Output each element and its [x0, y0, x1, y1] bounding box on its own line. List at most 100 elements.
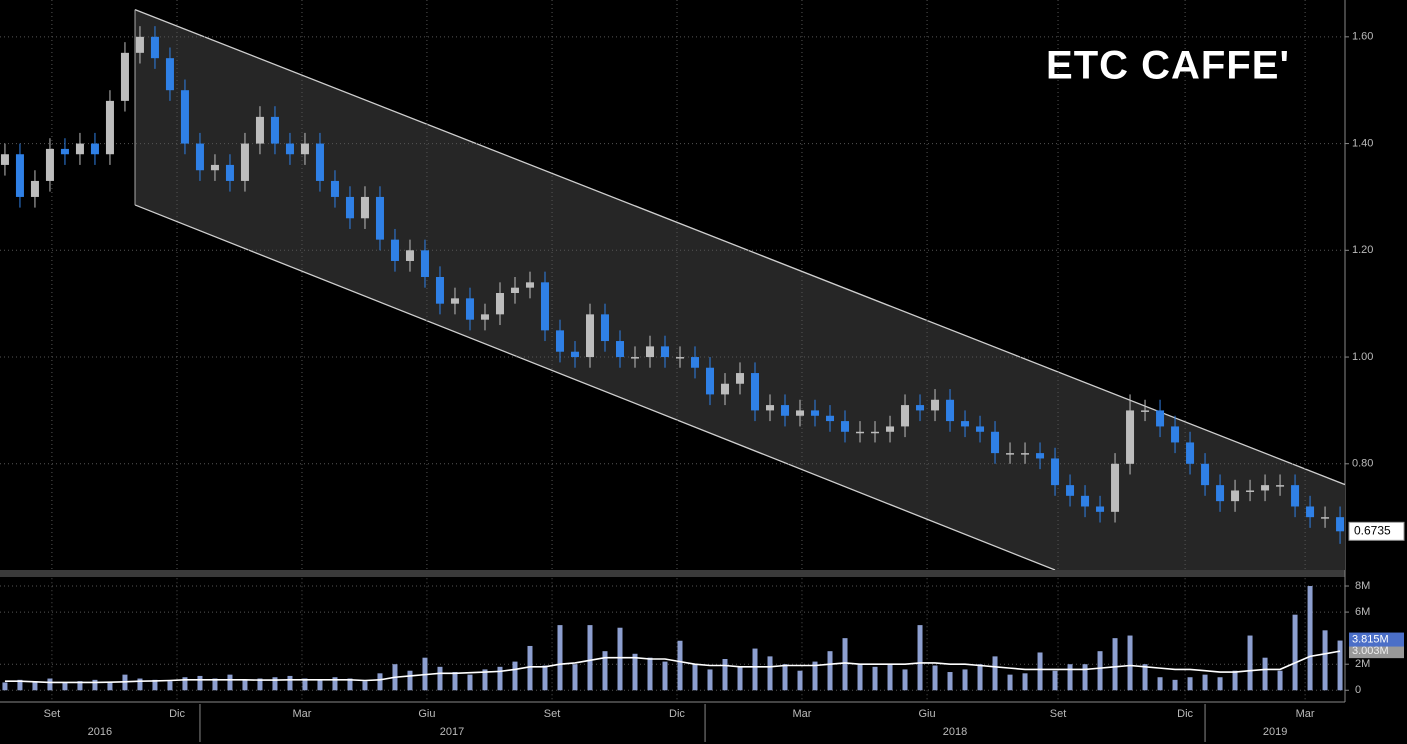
candle-body: [1096, 506, 1105, 512]
candle-body: [540, 282, 549, 331]
candle-body: [225, 164, 234, 181]
x-tick-label: Giu: [919, 708, 936, 720]
volume-bar: [962, 669, 968, 691]
candle-body: [525, 282, 534, 288]
candle-body: [1036, 453, 1045, 459]
candle-body: [15, 154, 24, 197]
year-label: 2018: [943, 726, 967, 738]
volume-bar: [1262, 657, 1268, 691]
volume-bar: [1202, 674, 1208, 691]
candle-body: [1306, 506, 1315, 518]
volume-bar: [1187, 677, 1193, 691]
candle-body: [1321, 517, 1330, 519]
volume-bar: [152, 679, 158, 691]
volume-bar: [527, 645, 533, 691]
volume-bar: [407, 670, 413, 691]
candle-body: [826, 415, 835, 422]
volume-bar: [32, 681, 38, 691]
volume-bar: [1292, 614, 1298, 691]
volume-bar: [1307, 586, 1313, 691]
volume-bar: [92, 679, 98, 691]
volume-bar: [602, 651, 608, 691]
candle-body: [210, 164, 219, 171]
candle-body: [856, 431, 865, 434]
volume-bar: [722, 658, 728, 691]
volume-bar: [167, 681, 173, 691]
volume-bar: [362, 681, 368, 691]
volume-bar: [2, 682, 8, 691]
volume-bar: [287, 675, 293, 691]
volume-bar: [1112, 638, 1118, 691]
volume-bar: [482, 669, 488, 691]
y-tick-label: 1.00: [1352, 351, 1373, 363]
volume-bar: [842, 638, 848, 691]
candle-body: [1246, 490, 1255, 492]
volume-bar: [1232, 670, 1238, 691]
candle-body: [1261, 485, 1270, 491]
candle-body: [0, 154, 9, 165]
volume-bar: [497, 666, 503, 691]
volume-ma-line: [4, 650, 1341, 684]
last-price-box: [1348, 521, 1405, 541]
candle-body: [45, 148, 54, 181]
volume-bar: [797, 670, 803, 691]
volume-bar: [662, 661, 668, 691]
candle-body: [751, 373, 760, 411]
x-tick-label: Mar: [292, 708, 311, 720]
y-tick-label: 1.60: [1352, 31, 1373, 43]
volume-bar: [272, 677, 278, 691]
candle-body: [570, 351, 579, 358]
candle-body: [1081, 495, 1090, 507]
candle-body: [105, 100, 114, 155]
candle-body: [991, 431, 1000, 454]
channel-fill: [135, 9, 1345, 570]
volume-bar: [1067, 664, 1073, 691]
panel-separator: [0, 570, 1345, 577]
candle-body: [1231, 490, 1240, 502]
candle-body: [555, 330, 564, 352]
candle-body: [270, 116, 279, 144]
volume-bar: [992, 656, 998, 691]
volume-bar: [1157, 677, 1163, 691]
candle-body: [480, 314, 489, 320]
volume-bar: [707, 669, 713, 691]
volume-bar: [467, 674, 473, 691]
candle-body: [1216, 485, 1225, 502]
volume-bar: [542, 665, 548, 691]
candle-body: [345, 196, 354, 219]
candle-body: [901, 405, 910, 427]
candle-body: [706, 367, 715, 395]
x-tick-label: Set: [1050, 708, 1067, 720]
volume-bar: [332, 677, 338, 691]
candle-body: [150, 36, 159, 59]
y-tick-label: 0: [1355, 684, 1361, 696]
volume-bar: [197, 675, 203, 691]
candle-body: [811, 410, 820, 416]
candle-body: [165, 58, 174, 91]
volume-bar: [257, 678, 263, 691]
candle-body: [781, 405, 790, 416]
volume-bar: [1082, 664, 1088, 691]
volume-bar: [62, 682, 68, 691]
candle-body: [30, 180, 39, 197]
candle-body: [390, 239, 399, 261]
volume-bar: [917, 625, 923, 691]
candle-body: [510, 287, 519, 294]
ma-last-box: [1349, 644, 1404, 659]
candle-body: [1141, 410, 1150, 412]
candle-body: [961, 421, 970, 427]
candle-body: [135, 36, 144, 53]
y-tick-label: 6M: [1355, 606, 1370, 618]
candle-body: [916, 405, 925, 411]
candle-body: [1201, 463, 1210, 486]
volume-bar: [452, 672, 458, 691]
volume-bar: [227, 674, 233, 691]
candle-body: [435, 276, 444, 304]
x-tick-label: Dic: [1177, 708, 1193, 720]
volume-bar: [977, 664, 983, 691]
y-tick-label: 1.40: [1352, 137, 1373, 149]
x-tick-label: Dic: [669, 708, 685, 720]
chart-title: ETC CAFFE': [1046, 44, 1290, 88]
candle-body: [585, 314, 594, 358]
